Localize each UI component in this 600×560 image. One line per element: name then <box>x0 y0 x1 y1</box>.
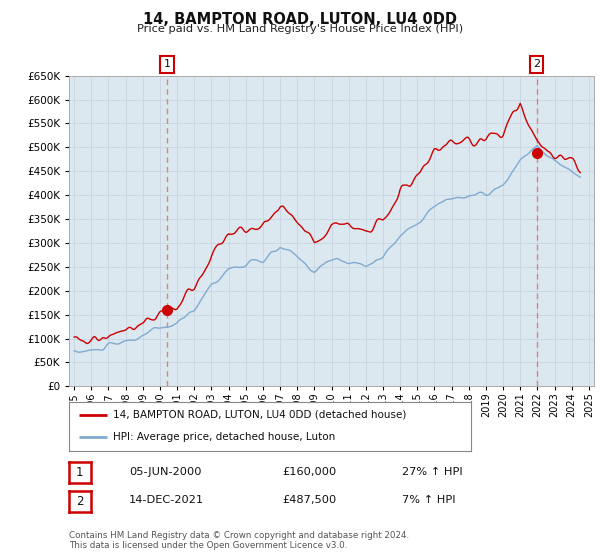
Text: 05-JUN-2000: 05-JUN-2000 <box>129 466 202 477</box>
Text: 14, BAMPTON ROAD, LUTON, LU4 0DD: 14, BAMPTON ROAD, LUTON, LU4 0DD <box>143 12 457 27</box>
Text: Price paid vs. HM Land Registry's House Price Index (HPI): Price paid vs. HM Land Registry's House … <box>137 24 463 34</box>
Text: 1: 1 <box>76 466 83 479</box>
Text: Contains HM Land Registry data © Crown copyright and database right 2024.
This d: Contains HM Land Registry data © Crown c… <box>69 531 409 550</box>
Text: HPI: Average price, detached house, Luton: HPI: Average price, detached house, Luto… <box>113 432 335 442</box>
Text: £487,500: £487,500 <box>282 495 336 505</box>
Text: 2: 2 <box>76 494 83 508</box>
Text: 14, BAMPTON ROAD, LUTON, LU4 0DD (detached house): 14, BAMPTON ROAD, LUTON, LU4 0DD (detach… <box>113 410 407 420</box>
Text: 7% ↑ HPI: 7% ↑ HPI <box>402 495 455 505</box>
Text: 2: 2 <box>533 59 540 69</box>
Text: 14-DEC-2021: 14-DEC-2021 <box>129 495 204 505</box>
Text: 27% ↑ HPI: 27% ↑ HPI <box>402 466 463 477</box>
Text: £160,000: £160,000 <box>282 466 336 477</box>
Text: 1: 1 <box>164 59 170 69</box>
